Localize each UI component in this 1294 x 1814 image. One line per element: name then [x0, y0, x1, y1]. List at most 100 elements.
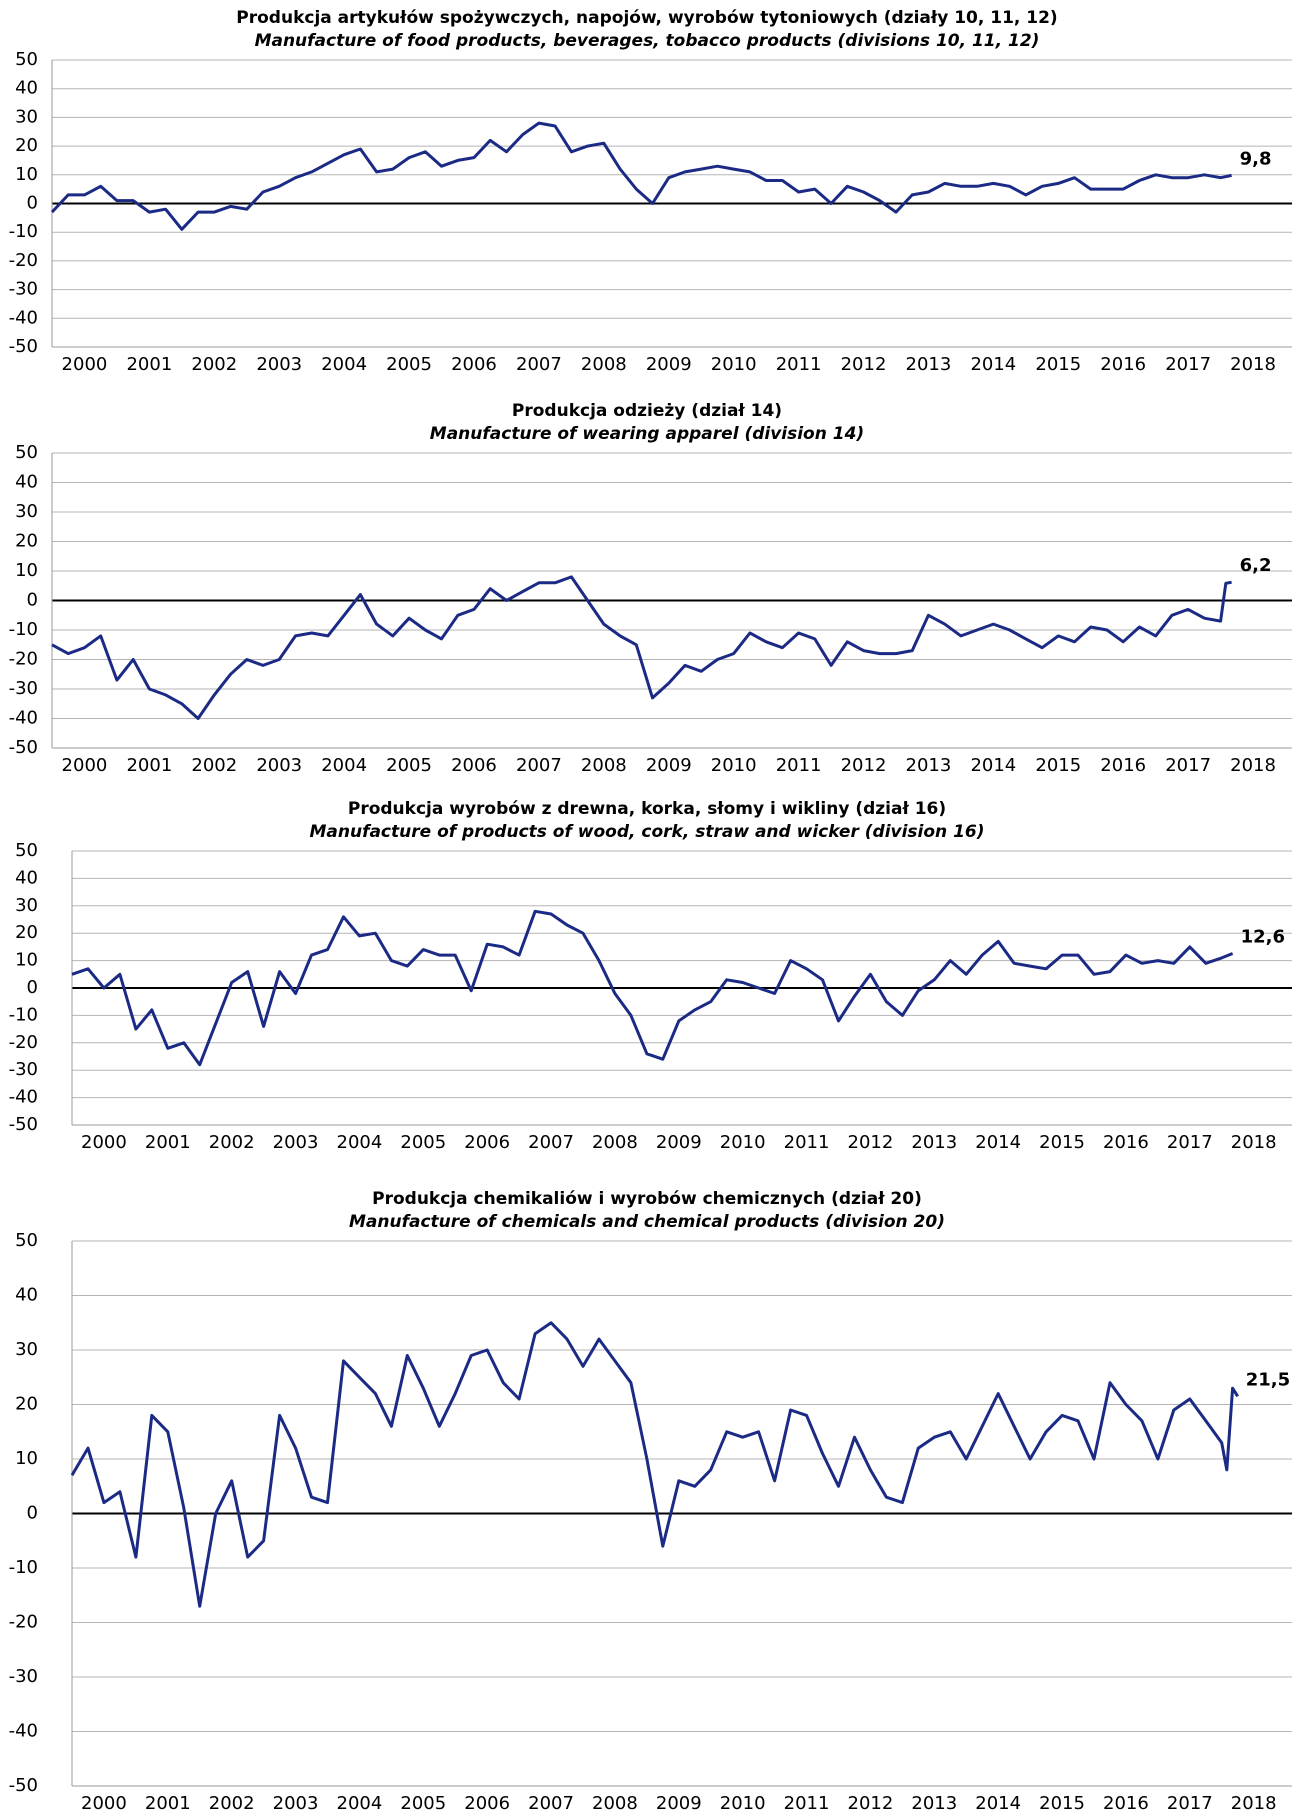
x-tick-label: 2008	[581, 755, 627, 776]
x-tick-label: 2016	[1103, 1132, 1149, 1153]
x-tick-label: 2014	[970, 755, 1016, 776]
y-tick-label: 20	[15, 531, 38, 552]
x-tick-label: 2007	[516, 755, 562, 776]
y-tick-label: 10	[15, 950, 38, 971]
x-tick-label: 2007	[516, 354, 562, 375]
y-tick-label: 40	[15, 1285, 38, 1306]
value-label: 9,8	[1240, 148, 1272, 169]
x-tick-label: 2003	[256, 354, 302, 375]
y-tick-label: -20	[9, 1612, 38, 1633]
x-tick-label: 2002	[209, 1132, 255, 1153]
x-tick-label: 2002	[191, 755, 237, 776]
x-tick-label: 2007	[528, 1132, 574, 1153]
x-tick-label: 2009	[646, 354, 692, 375]
x-tick-label: 2010	[711, 755, 757, 776]
x-tick-label: 2015	[1039, 1132, 1085, 1153]
y-tick-label: 0	[27, 977, 38, 998]
y-tick-label: -50	[9, 1775, 38, 1796]
x-tick-label: 2001	[126, 755, 172, 776]
x-tick-label: 2016	[1100, 755, 1146, 776]
x-tick-label: 2000	[62, 755, 108, 776]
chart-title: Produkcja chemikaliów i wyrobów chemiczn…	[372, 1189, 922, 1209]
y-tick-label: 0	[27, 590, 38, 611]
x-tick-label: 2000	[62, 354, 108, 375]
x-tick-label: 2009	[656, 1132, 702, 1153]
y-tick-label: -30	[9, 279, 38, 300]
x-tick-label: 2015	[1035, 354, 1081, 375]
x-tick-label: 2018	[1231, 1132, 1277, 1153]
x-tick-label: 2013	[911, 1132, 957, 1153]
y-tick-label: 20	[15, 1394, 38, 1415]
x-tick-label: 2004	[321, 354, 367, 375]
x-tick-label: 2001	[145, 1132, 191, 1153]
chart-title: Produkcja artykułów spożywczych, napojów…	[236, 8, 1057, 28]
y-tick-label: 40	[15, 867, 38, 888]
x-tick-label: 2005	[400, 1132, 446, 1153]
x-tick-label: 2011	[776, 354, 822, 375]
x-tick-label: 2010	[720, 1132, 766, 1153]
data-line	[71, 909, 1234, 1067]
y-tick-label: 40	[15, 78, 38, 99]
y-tick-label: 20	[15, 135, 38, 156]
y-tick-label: -40	[9, 708, 38, 729]
chart-subtitle: Manufacture of products of wood, cork, s…	[309, 822, 984, 842]
y-tick-label: 50	[15, 442, 38, 463]
x-tick-label: 2001	[145, 1793, 191, 1814]
y-tick-label: -10	[9, 1557, 38, 1578]
x-tick-label: 2006	[451, 354, 497, 375]
x-tick-label: 2002	[209, 1793, 255, 1814]
x-tick-label: 2013	[911, 1793, 957, 1814]
x-tick-label: 2016	[1103, 1793, 1149, 1814]
y-tick-label: 30	[15, 1339, 38, 1360]
y-tick-label: -50	[9, 336, 38, 357]
y-tick-label: -20	[9, 250, 38, 271]
x-tick-label: 2014	[975, 1132, 1021, 1153]
x-tick-label: 2008	[592, 1793, 638, 1814]
y-tick-label: 0	[27, 193, 38, 214]
x-tick-label: 2003	[273, 1132, 319, 1153]
y-tick-label: -30	[9, 1666, 38, 1687]
chart-title: Produkcja wyrobów z drewna, korka, słomy…	[348, 799, 946, 819]
y-tick-label: -40	[9, 1087, 38, 1108]
x-tick-label: 2008	[592, 1132, 638, 1153]
x-tick-label: 2010	[720, 1793, 766, 1814]
y-tick-label: 0	[27, 1503, 38, 1524]
y-tick-label: 50	[15, 840, 38, 861]
x-tick-label: 2014	[970, 354, 1016, 375]
x-tick-label: 2011	[784, 1132, 830, 1153]
x-tick-label: 2012	[848, 1132, 894, 1153]
x-tick-label: 2005	[400, 1793, 446, 1814]
y-tick-label: 20	[15, 922, 38, 943]
y-tick-label: -10	[9, 221, 38, 242]
y-tick-label: -30	[9, 678, 38, 699]
x-tick-label: 2018	[1230, 354, 1276, 375]
x-tick-label: 2014	[975, 1793, 1021, 1814]
chart-subtitle: Manufacture of food products, beverages,…	[255, 31, 1040, 51]
x-tick-label: 2015	[1035, 755, 1081, 776]
y-tick-label: 10	[15, 1448, 38, 1469]
y-tick-label: 50	[15, 49, 38, 70]
y-tick-label: -40	[9, 1721, 38, 1742]
value-label: 21,5	[1246, 1369, 1290, 1390]
x-tick-label: 2006	[464, 1132, 510, 1153]
x-tick-label: 2004	[321, 755, 367, 776]
x-tick-label: 2003	[273, 1793, 319, 1814]
x-tick-label: 2017	[1165, 354, 1211, 375]
y-tick-label: -50	[9, 737, 38, 758]
chart-subtitle: Manufacture of chemicals and chemical pr…	[349, 1212, 945, 1232]
x-tick-label: 2003	[256, 755, 302, 776]
x-tick-label: 2017	[1165, 755, 1211, 776]
x-tick-label: 2000	[81, 1132, 127, 1153]
x-tick-label: 2009	[646, 755, 692, 776]
x-tick-label: 2011	[784, 1793, 830, 1814]
x-tick-label: 2011	[776, 755, 822, 776]
y-tick-label: -20	[9, 649, 38, 670]
y-tick-label: -10	[9, 1004, 38, 1025]
value-label: 6,2	[1240, 555, 1272, 576]
y-tick-label: -20	[9, 1032, 38, 1053]
y-tick-label: 30	[15, 106, 38, 127]
x-tick-label: 2012	[841, 354, 887, 375]
x-tick-label: 2004	[337, 1132, 383, 1153]
